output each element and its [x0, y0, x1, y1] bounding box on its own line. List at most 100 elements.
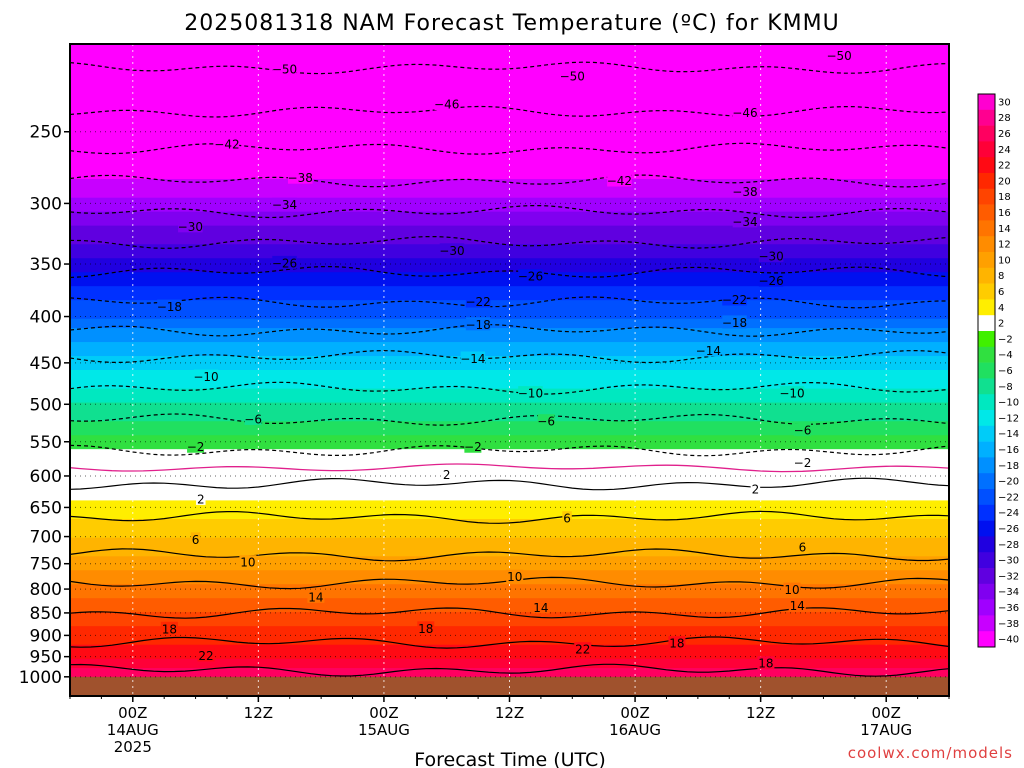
field-band — [70, 430, 949, 436]
x-tick-label: 00Z — [118, 704, 147, 722]
contour-label-group: −10 — [518, 386, 543, 401]
contour-label-group: −22 — [722, 292, 747, 307]
field-band — [70, 370, 949, 376]
contour-label-bg — [826, 48, 852, 62]
contour-label: 6 — [799, 541, 807, 555]
contour-label-group: 22 — [197, 648, 215, 663]
colorbar-label: 4 — [998, 303, 1004, 314]
contour-label-group: −30 — [439, 243, 465, 258]
contour-label-group: −2 — [187, 439, 205, 454]
field-band — [70, 188, 949, 194]
contour-label-group: −30 — [758, 249, 784, 264]
field-band — [70, 44, 949, 50]
field-band — [70, 85, 949, 92]
contour-label-group: −26 — [272, 255, 297, 270]
contour-label: 18 — [418, 622, 433, 636]
colorbar-label: −12 — [998, 413, 1019, 424]
colorbar-label: −2 — [998, 334, 1013, 345]
field-band — [70, 523, 949, 529]
field-band — [70, 397, 949, 404]
colorbar-swatch — [978, 236, 995, 253]
contour-label: 18 — [162, 622, 177, 636]
colorbar-label: 28 — [998, 113, 1011, 124]
field-band — [70, 104, 949, 110]
contour-label-group: 6 — [562, 511, 572, 526]
contour-label-group: 18 — [160, 621, 178, 636]
field-band — [70, 407, 949, 413]
contour-label-bg — [272, 255, 297, 269]
contour-label-group: −46 — [732, 105, 758, 120]
contour-label: −38 — [732, 185, 757, 199]
field-band — [70, 118, 949, 124]
colorbar-swatch — [978, 204, 995, 221]
contour-label: 18 — [669, 637, 684, 651]
colorbar-label: −36 — [998, 603, 1019, 614]
field-band — [70, 644, 949, 651]
field-band — [70, 141, 949, 148]
contour-label-group: −26 — [758, 273, 784, 288]
colorbar-label: 18 — [998, 192, 1011, 203]
contour-label-group: 18 — [668, 636, 686, 651]
contour-line — [70, 205, 949, 219]
contour-label-bg — [732, 105, 758, 119]
contour-line — [70, 510, 949, 524]
contour-label-group: −46 — [434, 97, 459, 112]
contour-label: −34 — [732, 215, 757, 229]
field-band — [70, 332, 949, 338]
field-band — [70, 616, 949, 623]
contour-label-bg — [788, 598, 806, 612]
y-tick-label: 900 — [30, 626, 62, 646]
contour-line — [70, 381, 949, 395]
colorbar-label: −4 — [998, 350, 1013, 361]
y-tick-label: 500 — [30, 395, 62, 415]
contour-label-group: −42 — [607, 173, 632, 188]
field-band — [70, 663, 949, 669]
field-band — [70, 220, 949, 227]
colorbar-label: −34 — [998, 587, 1019, 598]
x-tick-label: 12Z — [244, 704, 273, 722]
colorbar-label: 14 — [998, 224, 1011, 235]
contour-line — [70, 174, 949, 188]
contour-label-bg — [732, 184, 758, 198]
colorbar-label: 8 — [998, 271, 1004, 282]
y-axis: 2503003504004505005506006507007508008509… — [19, 123, 70, 688]
contour-label-bg — [190, 532, 201, 546]
y-tick-label: 550 — [30, 433, 62, 453]
field-band — [70, 165, 949, 171]
colorbar: 30 28 26 24 22 20 18 16 14 12 10 8 6 4 2 −2 −4 −6 −8 −10 −12… — [977, 93, 1019, 648]
contour-label-group: 10 — [506, 569, 524, 584]
contour-label-bg — [560, 69, 585, 83]
contour-label: −50 — [272, 62, 297, 76]
contour-label-group: −34 — [732, 214, 758, 229]
contour-label: −2 — [187, 440, 205, 454]
contour-label: 10 — [784, 583, 799, 597]
field-band — [70, 211, 949, 217]
contour-label-bg — [518, 386, 543, 400]
contour-label-group: −38 — [288, 170, 313, 185]
field-band — [70, 365, 949, 371]
colorbar-swatch — [978, 220, 995, 237]
colorbar-swatch — [978, 188, 995, 205]
y-tick-label: 600 — [30, 467, 62, 487]
contour-label-group: 2 — [196, 491, 206, 506]
contour-label: 18 — [758, 657, 773, 671]
colorbar-swatch — [978, 552, 995, 569]
contour-label: 14 — [790, 599, 805, 613]
field-band — [70, 621, 949, 627]
contour-label: −46 — [732, 106, 757, 120]
colorbar-label: −18 — [998, 461, 1019, 472]
x-tick-label: 12Z — [746, 704, 775, 722]
colorbar-label: 20 — [998, 176, 1011, 187]
contour-label-group: −2 — [794, 455, 811, 470]
field-band — [70, 565, 949, 571]
y-tick-label: 400 — [30, 308, 62, 328]
field-band — [70, 500, 949, 506]
contour-line — [70, 105, 949, 118]
contour-label: −50 — [560, 70, 585, 84]
field-band — [70, 658, 949, 664]
field-band — [70, 458, 949, 464]
colorbar-swatch — [978, 141, 995, 158]
field-band — [70, 183, 949, 189]
contour-labels: −50 −50 −50 −46 −46 −42 −42 −38 −38 −34 −34 −30 −30 −… — [157, 48, 852, 671]
contour-label-bg — [193, 369, 219, 383]
